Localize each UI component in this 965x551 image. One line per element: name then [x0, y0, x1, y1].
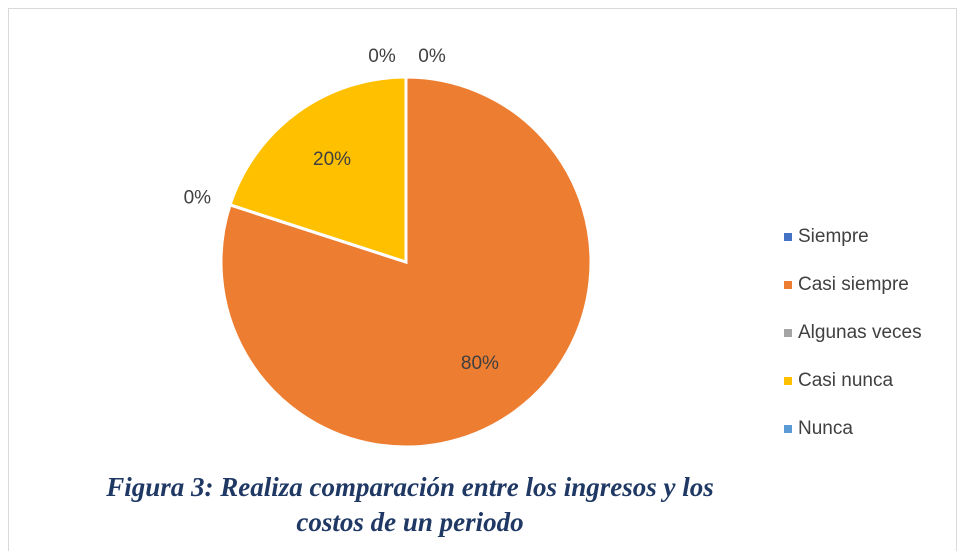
data-label: 0% — [184, 188, 212, 209]
legend-label: Algunas veces — [798, 322, 922, 343]
legend-label: Siempre — [798, 226, 869, 247]
data-label: 20% — [313, 149, 351, 170]
legend-label: Casi siempre — [798, 274, 909, 295]
legend-swatch — [784, 233, 792, 241]
pie-slice — [228, 75, 408, 265]
data-label: 80% — [461, 353, 499, 374]
data-label: 0% — [368, 46, 396, 67]
data-label: 0% — [418, 46, 446, 67]
legend-label: Nunca — [798, 418, 853, 439]
legend-label: Casi nunca — [798, 370, 893, 391]
legend-swatch — [784, 377, 792, 385]
legend-swatch — [784, 329, 792, 337]
caption: Figura 3: Realiza comparación entre los … — [106, 472, 714, 537]
legend-swatch — [784, 425, 792, 433]
legend-swatch — [784, 281, 792, 289]
